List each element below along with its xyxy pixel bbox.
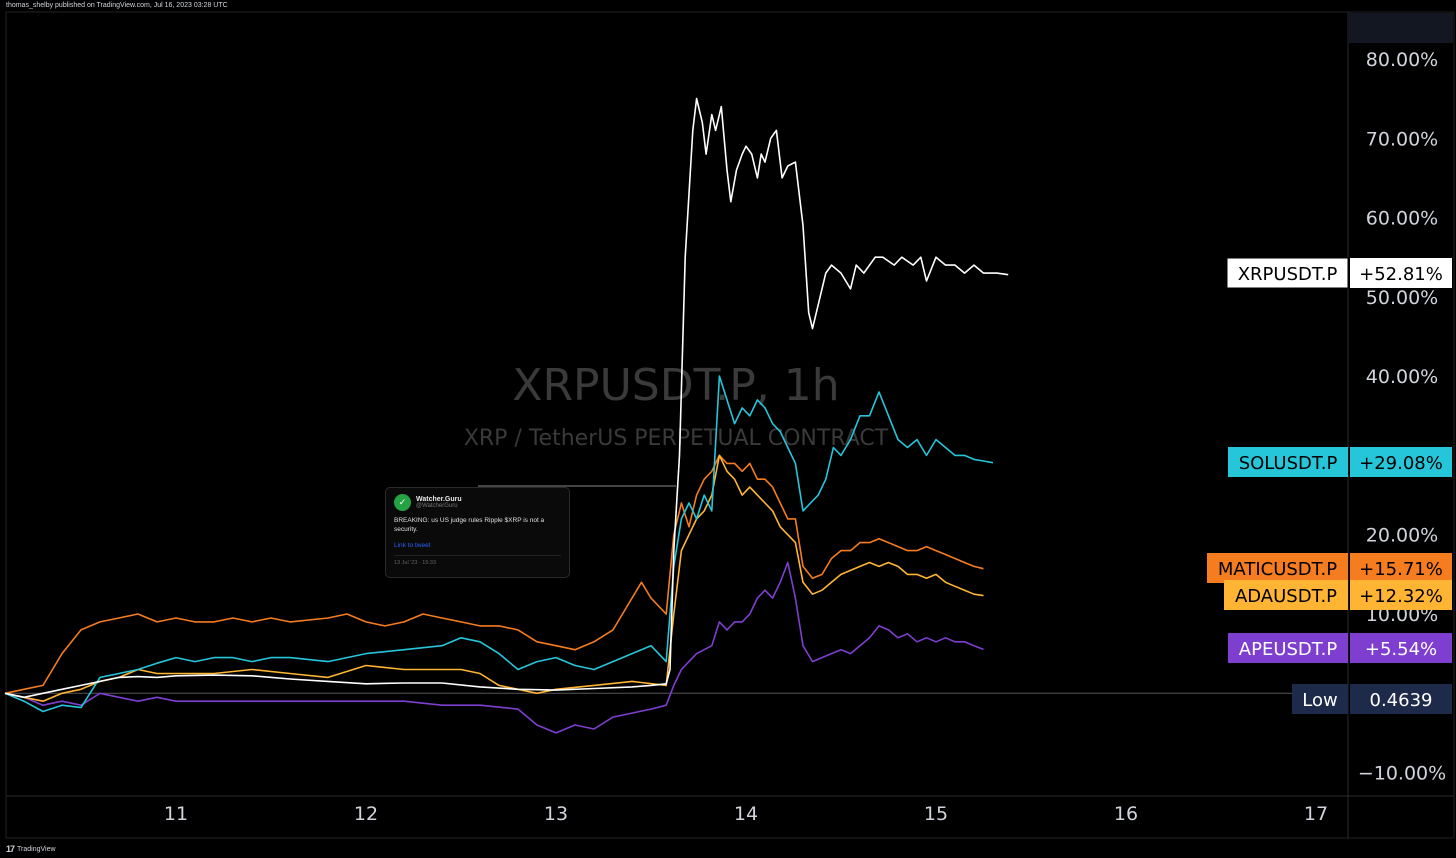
- price-tag-value: +29.08%: [1359, 453, 1443, 474]
- price-tag-name-bg: [1207, 553, 1348, 583]
- price-tag-value-bg: [1350, 553, 1452, 583]
- tweet-author-handle: @WatcherGuru: [416, 503, 458, 509]
- watermark-description: XRP / TetherUS PERPETUAL CONTRACT: [464, 426, 889, 451]
- price-tag-value: +12.32%: [1359, 586, 1443, 607]
- price-tag-name-bg: [1292, 684, 1348, 714]
- price-tag-value-bg: [1350, 447, 1452, 477]
- price-tag-symbol: MATICUSDT.P: [1218, 559, 1337, 580]
- series-line-maticusdt-p: [4, 454, 984, 695]
- x-axis-ticks: 11 12 13 14 15 16 17: [164, 803, 1328, 825]
- price-axis-top-box: [1349, 13, 1453, 43]
- y-tick-label: −10.00%: [1358, 763, 1446, 785]
- x-tick-label: 11: [164, 803, 188, 825]
- tweet-author-name: Watcher.Guru: [416, 496, 462, 503]
- price-tag-value-bg: [1350, 580, 1452, 610]
- price-tag-value: +15.71%: [1359, 559, 1443, 580]
- y-tick-label: 50.00%: [1366, 287, 1438, 309]
- watcher-guru-avatar: ✓: [394, 494, 411, 511]
- series-line-solusdt-p: [4, 375, 994, 713]
- price-tag-name-bg: [1224, 580, 1348, 610]
- x-tick-label: 13: [544, 803, 568, 825]
- price-tag-value: +52.81%: [1359, 264, 1443, 285]
- y-tick-label: 80.00%: [1366, 49, 1438, 71]
- tweet-date: 13 Jul '23 · 15:33: [394, 555, 561, 566]
- price-tags: XRPUSDT.P +52.81% SOLUSDT.P +29.08% MATICUSD…: [1207, 257, 1452, 714]
- price-tag-symbol: XRPUSDT.P: [1238, 264, 1338, 285]
- y-tick-label: 40.00%: [1366, 366, 1438, 388]
- series-line-adausdt-p: [4, 454, 984, 702]
- price-tag-value-bg: [1350, 684, 1452, 714]
- tweet-card[interactable]: ✓ Watcher.Guru @WatcherGuru BREAKING: us…: [385, 487, 570, 578]
- published-by-text: thomas_shelby published on TradingView.c…: [6, 2, 228, 9]
- price-tag-name-bg: [1226, 257, 1349, 289]
- series-lines: [4, 97, 1300, 734]
- price-tag-name-bg: [1228, 633, 1348, 663]
- price-tag-name-bg: [1228, 447, 1348, 477]
- x-tick-label: 15: [924, 803, 948, 825]
- price-tag-symbol: Low: [1302, 690, 1337, 711]
- y-tick-label: 20.00%: [1366, 525, 1438, 547]
- x-tick-label: 16: [1114, 803, 1138, 825]
- x-tick-label: 17: [1304, 803, 1328, 825]
- price-tag-value-bg: [1350, 258, 1452, 288]
- price-tag-symbol: SOLUSDT.P: [1239, 453, 1338, 474]
- tradingview-brand-text: TradingView: [17, 845, 56, 853]
- price-tag-symbol: APEUSDT.P: [1239, 639, 1338, 660]
- price-tag-value-bg: [1350, 633, 1452, 663]
- tradingview-logo: 17: [6, 844, 15, 854]
- watermark-symbol: XRPUSDT.P, 1h: [512, 360, 839, 411]
- footer: 17 TradingView: [6, 844, 56, 854]
- tweet-link[interactable]: Link to tweet: [394, 542, 431, 549]
- y-tick-label: 70.00%: [1366, 128, 1438, 150]
- x-tick-label: 14: [734, 803, 758, 825]
- x-tick-label: 12: [354, 803, 378, 825]
- tweet-text: BREAKING: us US judge rules Ripple $XRP …: [394, 517, 545, 533]
- price-tag-symbol: ADAUSDT.P: [1235, 586, 1337, 607]
- chart-border: [5, 11, 1455, 839]
- price-tag-value: +5.54%: [1365, 639, 1437, 660]
- y-tick-label: 60.00%: [1366, 208, 1438, 230]
- series-line-apeusdt-p: [4, 561, 984, 734]
- y-axis-ticks: 80.00%70.00%60.00%50.00%40.00%20.00%10.0…: [1358, 49, 1446, 785]
- price-tag-value: 0.4639: [1370, 690, 1433, 711]
- series-line-xrpusdt-p: [4, 97, 1009, 699]
